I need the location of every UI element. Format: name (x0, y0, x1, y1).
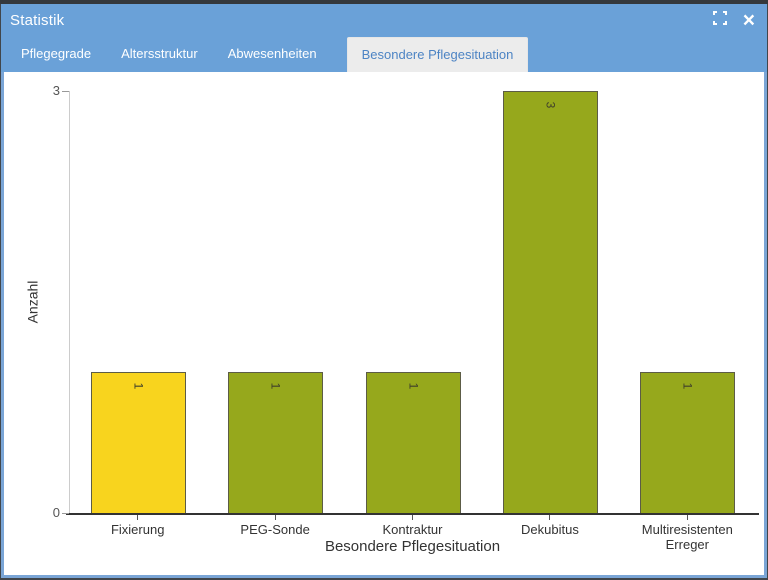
tab-abwesenheiten[interactable]: Abwesenheiten (227, 46, 317, 61)
close-icon: × (742, 8, 755, 32)
x-axis-ticks (69, 515, 756, 520)
tab-pflegegrade[interactable]: Pflegegrade (21, 46, 92, 61)
bar-value-label: 1 (131, 383, 146, 390)
x-tick (619, 515, 756, 520)
y-axis-title: Anzahl (24, 280, 40, 324)
x-tick (206, 515, 343, 520)
statistik-dialog: Statistik × Pflegegrade Altersstruktur Abw… (1, 4, 767, 578)
tab-besondere-pflegesituation[interactable]: Besondere Pflegesituation (346, 37, 529, 72)
x-tick (344, 515, 481, 520)
category-label: Fixierung (110, 522, 165, 537)
bar-value-label: 1 (406, 383, 420, 390)
bar-peg-sonde: 1 (228, 372, 324, 513)
x-axis-line (66, 513, 759, 515)
bar-fixierung: 1 (91, 372, 187, 513)
y-tick-mark (62, 513, 69, 514)
bar-dekubitus: 3 (502, 91, 598, 513)
close-button[interactable]: × (743, 10, 755, 31)
tab-altersstruktur[interactable]: Altersstruktur (121, 46, 198, 61)
bar-value-label: 1 (680, 383, 695, 390)
bar-slot: 1 (344, 91, 481, 513)
bar-multiresistenten-erreger: 1 (639, 372, 735, 513)
category-label: Dekubitus (521, 522, 579, 537)
category-label: Multiresistenten Erreger (641, 522, 733, 552)
window-controls: × (712, 10, 755, 31)
plot-area: 1 1 1 3 1 (69, 91, 756, 513)
fullscreen-button[interactable] (712, 10, 727, 30)
fullscreen-icon (712, 10, 727, 30)
bar-value-label: 1 (268, 383, 283, 390)
bar-slot: 1 (619, 91, 756, 513)
bar-kontraktur: 1 (365, 372, 461, 513)
x-tick (69, 515, 206, 520)
category-label: Kontraktur (382, 522, 443, 537)
x-axis-labels: Fixierung PEG-Sonde Kontraktur Dekubitus Mul… (69, 522, 756, 552)
bar-value-label: 3 (543, 101, 558, 109)
y-tick-label: 0 (52, 505, 60, 520)
bar-slot: 1 (70, 91, 207, 513)
dimmed-background (0, 0, 768, 4)
y-tick-label: 3 (52, 83, 60, 98)
dialog-titlebar: Statistik × (1, 4, 767, 36)
x-tick (481, 515, 618, 520)
bars-container: 1 1 1 3 1 (70, 91, 756, 513)
dialog-title: Statistik (10, 11, 65, 29)
x-axis-title: Besondere Pflegesituation (324, 538, 501, 555)
bar-slot: 1 (207, 91, 344, 513)
y-tick-mark (62, 91, 69, 92)
category-label: PEG-Sonde (240, 522, 310, 537)
tab-strip: Pflegegrade Altersstruktur Abwesenheiten Be… (1, 36, 767, 72)
dialog-content: Anzahl 1 1 1 3 1 Fixierung PEG-Sonde Kontraktu… (1, 72, 767, 578)
bar-slot: 3 (482, 91, 619, 513)
